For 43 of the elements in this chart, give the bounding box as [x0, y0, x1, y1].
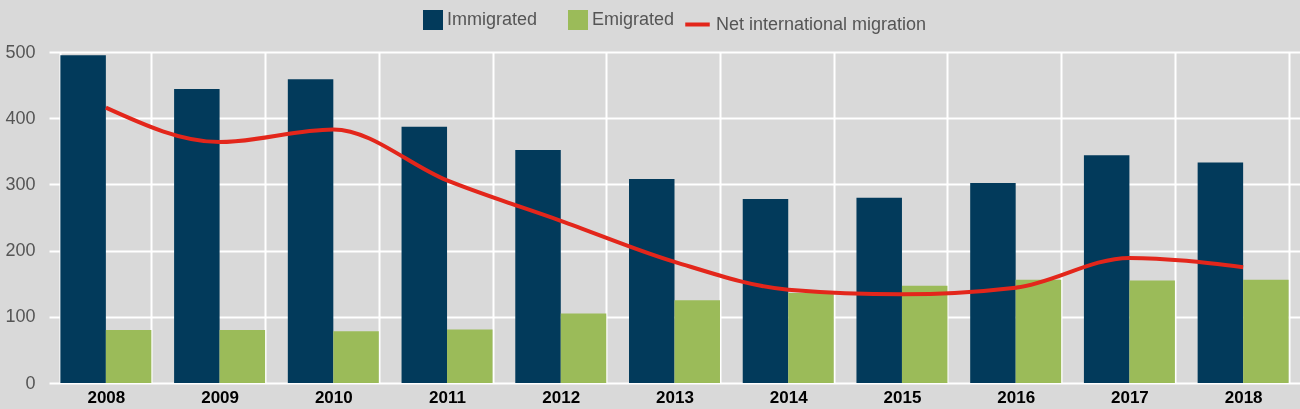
legend-label: Net international migration [716, 13, 927, 34]
y-tick-label: 300 [5, 173, 36, 194]
bar [901, 285, 948, 383]
bar [674, 300, 720, 383]
bar [401, 126, 448, 383]
bar [219, 330, 266, 383]
bar [515, 149, 561, 383]
x-tick-label: 2013 [656, 387, 694, 407]
bar [1015, 279, 1062, 383]
x-tick-label: 2010 [314, 387, 353, 407]
bar [105, 330, 152, 383]
legend-label: Emigrated [592, 9, 675, 29]
y-tick-label: 200 [5, 240, 36, 261]
x-tick-label: 2009 [201, 387, 239, 407]
bar [856, 197, 902, 383]
bar [970, 183, 1016, 383]
bar [174, 89, 220, 383]
bar [1243, 279, 1289, 383]
x-tick-label: 2012 [542, 387, 581, 407]
y-tick-label: 400 [5, 107, 36, 128]
bar [1129, 280, 1175, 383]
bar [333, 331, 379, 383]
y-tick-label: 100 [5, 306, 36, 327]
bar [447, 329, 493, 383]
bar [1197, 162, 1244, 383]
bar [629, 179, 675, 383]
x-tick-label: 2016 [997, 387, 1036, 407]
bar [60, 55, 106, 383]
y-tick-label: 0 [25, 372, 36, 393]
x-tick-label: 2011 [429, 387, 466, 407]
legend-label: Immigrated [447, 9, 538, 29]
bar [287, 79, 334, 383]
x-tick-label: 2014 [769, 387, 809, 407]
x-tick-label: 2017 [1110, 387, 1149, 407]
bar [788, 292, 834, 383]
bar [560, 313, 607, 383]
x-tick-label: 2018 [1224, 387, 1263, 407]
x-tick-label: 2008 [87, 387, 126, 407]
bar [742, 198, 789, 383]
y-tick-label: 500 [5, 41, 36, 62]
line-series [103, 105, 1246, 297]
bar [1083, 155, 1130, 383]
x-tick-label: 2015 [883, 387, 922, 407]
